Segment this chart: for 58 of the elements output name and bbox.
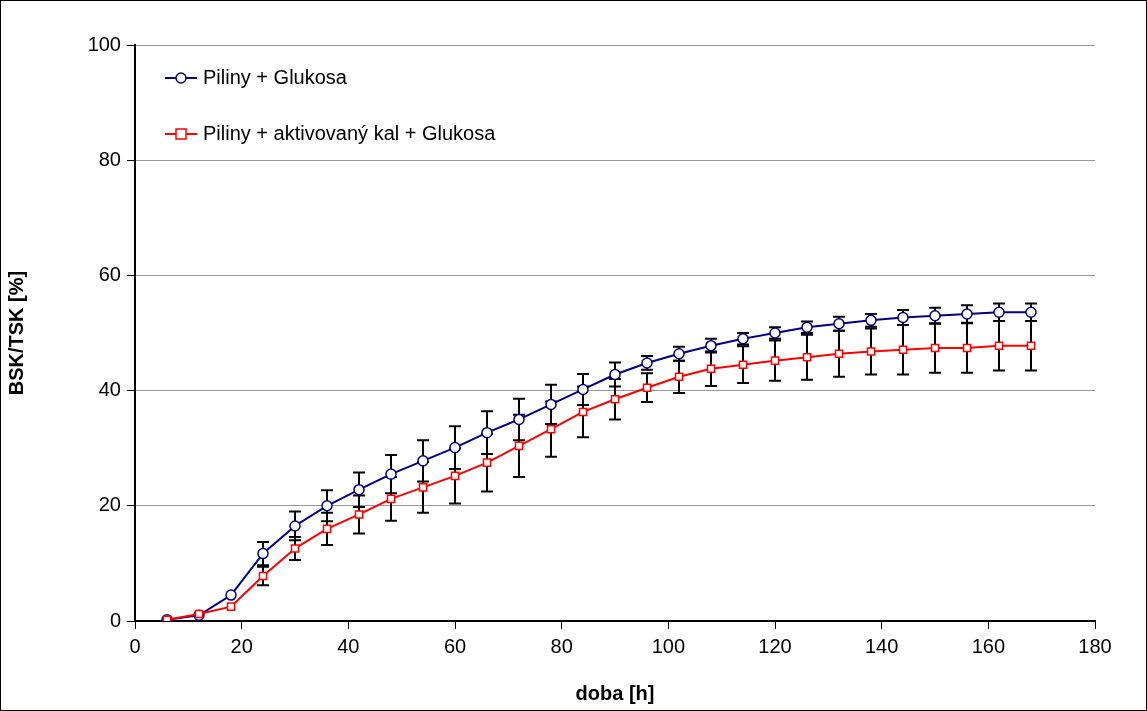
point — [802, 352, 812, 362]
x-tick-label: 0 — [129, 634, 141, 657]
y-tick-label: 40 — [98, 378, 121, 401]
point — [577, 383, 589, 396]
legend-label: Piliny + aktivovaný kal + Glukosa — [203, 121, 497, 144]
x-tick-label: 60 — [443, 634, 467, 657]
x-tick-label: 120 — [758, 634, 792, 657]
point — [257, 547, 269, 560]
point — [834, 349, 844, 359]
point — [450, 471, 460, 481]
point — [290, 544, 300, 553]
point — [898, 345, 908, 354]
y-tick-label: 20 — [98, 493, 121, 516]
point — [706, 364, 716, 373]
point — [449, 441, 461, 454]
x-tick-label: 80 — [550, 634, 573, 657]
x-axis-title: doba [h] — [575, 681, 655, 704]
point — [226, 602, 236, 611]
point — [994, 341, 1004, 350]
x-tick-label: 180 — [1078, 634, 1112, 657]
y-tick-label: 0 — [109, 608, 121, 631]
point — [1026, 341, 1036, 350]
y-axis-title: BSK/TSK [%] — [4, 270, 27, 396]
point — [386, 494, 396, 504]
point — [578, 407, 588, 417]
legend-label: Piliny + Glukosa — [203, 65, 348, 88]
point — [545, 398, 557, 411]
point — [225, 589, 237, 601]
point — [289, 520, 301, 532]
y-tick-label: 80 — [98, 147, 121, 170]
point — [417, 455, 429, 467]
y-tick-label: 60 — [98, 262, 121, 285]
x-tick-label: 160 — [971, 634, 1006, 657]
x-tick-label: 100 — [651, 634, 686, 657]
point — [610, 394, 620, 404]
point — [322, 524, 332, 534]
point — [514, 441, 524, 451]
point — [353, 483, 365, 496]
point — [930, 343, 940, 353]
point — [962, 343, 972, 353]
point — [321, 500, 333, 512]
point — [354, 510, 364, 519]
point — [609, 368, 621, 381]
point — [513, 413, 525, 426]
y-tick-label: 100 — [87, 32, 121, 55]
point — [418, 483, 428, 492]
point — [385, 468, 397, 480]
point — [674, 372, 684, 382]
point — [738, 360, 748, 369]
point — [481, 426, 493, 439]
point — [770, 356, 780, 365]
x-tick-label: 40 — [337, 634, 360, 657]
point — [546, 424, 556, 434]
point — [866, 347, 876, 356]
x-tick-label: 140 — [864, 634, 899, 657]
point — [482, 458, 492, 467]
point — [642, 383, 652, 393]
x-tick-label: 20 — [230, 634, 253, 657]
